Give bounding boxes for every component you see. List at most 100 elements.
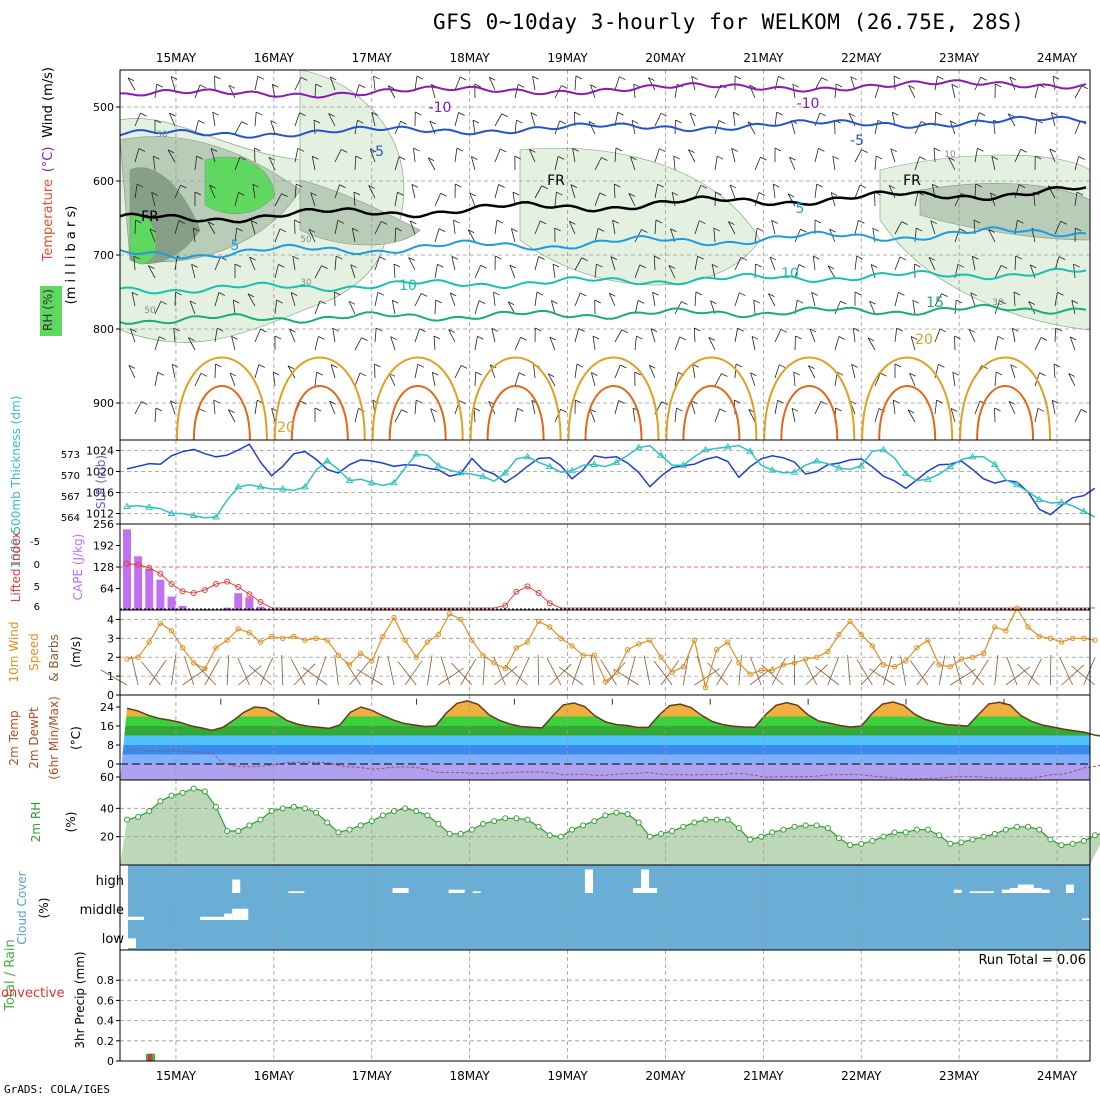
upper-air-barb <box>634 336 637 351</box>
rh2m-marker <box>869 837 876 844</box>
upper-air-barb-flag <box>508 301 515 306</box>
upper-air-barb-flag <box>468 229 475 234</box>
temp-ytick-16: 16 <box>100 720 114 733</box>
upper-air-barb-flag <box>353 191 361 196</box>
upper-air-barb-flag <box>954 335 961 340</box>
upper-air-barb-flag <box>390 336 397 341</box>
upper-air-barb-flag <box>659 148 666 153</box>
contour-label-16: 50 <box>144 306 156 316</box>
rh2m-marker <box>1047 836 1054 843</box>
upper-air-barb-flag <box>257 75 265 80</box>
upper-air-barb-flag <box>310 192 317 197</box>
wind-speed-marker <box>1092 637 1098 643</box>
cloud-high-bar <box>1041 889 1050 893</box>
upper-air-barb-flag <box>435 299 442 304</box>
rh2m-marker <box>235 828 242 834</box>
contour-label-18: 10 <box>944 150 956 160</box>
upper-air-barb-flag <box>1080 409 1088 413</box>
upper-air-barb <box>751 336 756 351</box>
rh2m-marker <box>747 836 753 843</box>
upper-air-barb-flag <box>1017 219 1024 224</box>
wind-speed-marker <box>547 624 553 630</box>
upper-air-barb-flag <box>1000 265 1008 269</box>
rh2m-marker <box>791 823 798 830</box>
upper-air-ytick-500: 500 <box>93 101 114 114</box>
upper-air-barb <box>848 113 856 127</box>
upper-air-barb-flag <box>541 185 548 190</box>
upper-air-barb <box>934 76 938 91</box>
wind-barb <box>182 667 208 686</box>
upper-air-barb <box>814 77 822 91</box>
upper-air-ytick-700: 700 <box>93 249 114 262</box>
wind-speed-marker <box>802 656 809 662</box>
rh-legend-label: RH (%) <box>41 289 55 331</box>
cape-bar <box>167 596 176 610</box>
upper-air-barb <box>194 156 198 171</box>
upper-air-barb-flag <box>951 84 959 88</box>
upper-air-ylabel-part-0: Temperature <box>41 179 56 262</box>
upper-air-barb <box>814 401 822 415</box>
thickness-ytick-573: 573 <box>61 450 80 461</box>
cloud-high-bar <box>1001 889 1010 893</box>
upper-air-barb-flag <box>995 83 1002 88</box>
upper-air-barb <box>912 300 916 315</box>
upper-air-barb-flag <box>991 156 999 160</box>
upper-air-ylabel-part-2: Wind (m/s) <box>41 67 56 138</box>
upper-air-barb-flag <box>819 112 827 117</box>
upper-air-barb <box>653 255 656 271</box>
top-date-label-20MAY: 20MAY <box>645 51 686 65</box>
upper-air-barb-flag <box>358 84 366 88</box>
rh2m-marker <box>691 819 698 826</box>
rh2m-marker <box>813 822 820 829</box>
upper-air-barb <box>614 364 621 379</box>
upper-air-barb-flag <box>1020 148 1027 153</box>
upper-air-barb-flag <box>175 291 182 296</box>
upper-air-barb-flag <box>676 407 683 412</box>
upper-air-barb-flag <box>1057 291 1064 296</box>
upper-air-barb <box>192 228 196 243</box>
upper-air-barb-flag <box>196 155 203 160</box>
upper-air-barb <box>789 156 796 171</box>
upper-air-barb-flag <box>148 265 155 269</box>
upper-air-barb-flag <box>830 192 838 196</box>
wind-barb <box>869 668 895 686</box>
upper-air-barb-flag <box>618 400 625 404</box>
wind-barb <box>334 655 339 686</box>
upper-air-barb <box>729 184 736 199</box>
upper-air-barb <box>534 185 543 199</box>
upper-air-barb-flag <box>287 365 295 370</box>
upper-air-barb-flag <box>456 147 464 152</box>
wind-barb <box>761 664 784 686</box>
wind-barb <box>738 655 742 686</box>
upper-air-barb-flag <box>933 147 941 152</box>
cloud-high-bar <box>953 889 962 893</box>
rh2m-marker <box>769 829 776 836</box>
rh2m-marker <box>735 825 742 832</box>
wind-speed-marker <box>613 669 620 676</box>
upper-air-barb-flag <box>453 219 460 224</box>
upper-air-barb <box>908 85 916 99</box>
upper-air-barb <box>970 292 976 307</box>
upper-air-barb <box>254 112 257 127</box>
upper-air-barb <box>631 120 636 135</box>
slp-ytick-1024: 1024 <box>86 445 114 458</box>
upper-air-barb-flag <box>713 227 720 232</box>
temp-band-0 <box>120 700 1090 717</box>
rh2m-marker <box>635 819 642 826</box>
upper-air-barb-flag <box>910 336 918 340</box>
upper-air-barb <box>694 256 699 271</box>
contour-label-10: 20 <box>277 420 295 436</box>
upper-air-barb <box>413 148 416 163</box>
cloud-level-low: low <box>102 932 125 947</box>
temp-ylabel-units: (°C) <box>69 726 83 750</box>
upper-air-barb <box>688 149 696 163</box>
top-date-label-18MAY: 18MAY <box>450 51 491 65</box>
upper-air-barb-flag <box>614 183 621 188</box>
contour-dome-25-8 <box>976 385 1035 441</box>
upper-air-barb-flag <box>836 83 843 88</box>
upper-air-barb <box>750 372 756 387</box>
bottom-date-label-24MAY: 24MAY <box>1037 1069 1078 1083</box>
upper-air-barb-flag <box>316 371 323 376</box>
upper-air-barb <box>1074 120 1081 135</box>
upper-air-barb <box>552 264 556 279</box>
